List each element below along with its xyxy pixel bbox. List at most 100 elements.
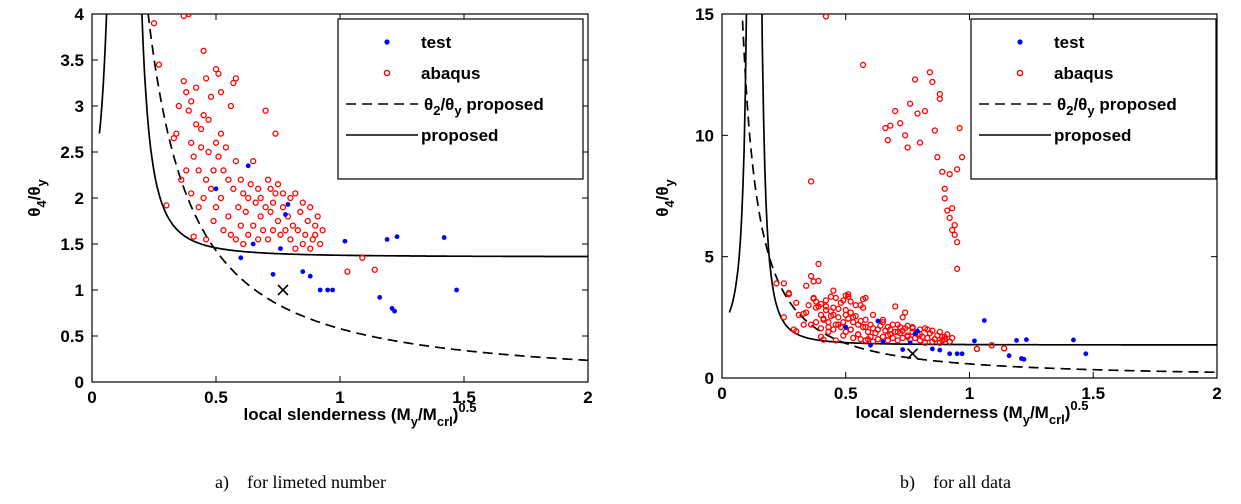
test-point: [1024, 337, 1029, 343]
test-point: [947, 351, 953, 357]
abaqus-point: [170, 135, 177, 142]
abaqus-point: [837, 323, 844, 331]
abaqus-point: [344, 268, 351, 275]
abaqus-point: [847, 298, 854, 305]
abaqus-point: [897, 120, 904, 127]
abaqus-point: [785, 291, 792, 298]
abaqus-point: [287, 194, 294, 202]
abaqus-point: [197, 144, 205, 151]
abaqus-point: [312, 231, 319, 238]
abaqus-point: [892, 303, 899, 310]
abaqus-point: [941, 336, 948, 343]
x-marker: [277, 284, 289, 296]
legend-a: test abaqus θ2/θy proposed proposed: [337, 18, 584, 180]
abaqus-point: [212, 204, 220, 211]
abaqus-point: [163, 202, 170, 209]
abaqus-point: [884, 137, 891, 144]
abaqus-point: [185, 14, 192, 18]
abaqus-point: [887, 122, 894, 129]
abaqus-point: [854, 321, 862, 328]
legend-ratio-label: θ2/θy proposed: [424, 95, 544, 118]
test-point: [330, 287, 335, 293]
abaqus-point: [180, 78, 187, 85]
test-point: [454, 287, 459, 293]
abaqus-point: [852, 312, 859, 320]
abaqus-point: [817, 325, 825, 332]
abaqus-point: [212, 66, 220, 73]
abaqus-point: [190, 153, 197, 160]
abaqus-point: [773, 280, 780, 287]
abaqus-point: [906, 100, 914, 107]
abaqus-point: [803, 282, 810, 289]
legend-proposed-label: proposed: [1054, 126, 1131, 145]
test-point: [377, 294, 383, 300]
x-tick-label: 1: [335, 388, 344, 407]
test-point: [270, 271, 276, 277]
abaqus-point: [371, 266, 378, 273]
abaqus-point: [914, 110, 921, 117]
abaqus-point: [245, 231, 252, 238]
y-tick-label: 0: [75, 373, 84, 392]
x-tick-label: 1.5: [452, 388, 476, 407]
abaqus-point: [924, 334, 931, 342]
y-tick-label: 0: [705, 369, 714, 388]
abaqus-point: [812, 298, 820, 305]
test-point: [929, 346, 935, 352]
abaqus-point: [294, 227, 301, 234]
abaqus-point: [230, 79, 237, 87]
abaqus-point: [359, 254, 366, 261]
abaqus-point: [949, 226, 956, 234]
abaqus-point: [916, 139, 924, 146]
test-point: [283, 212, 288, 217]
abaqus-point: [887, 326, 894, 333]
abaqus-point: [287, 236, 294, 243]
legend-box-b: [970, 18, 1217, 180]
abaqus-point: [793, 328, 800, 335]
abaqus-point: [220, 167, 227, 174]
abaqus-point: [988, 342, 995, 349]
abaqus-point: [953, 265, 961, 272]
abaqus-point: [230, 185, 237, 192]
x-marker-stroke: [277, 284, 289, 296]
abaqus-point: [155, 61, 163, 68]
abaqus-point: [242, 208, 249, 215]
abaqus-point: [892, 107, 899, 115]
test-point: [1021, 356, 1027, 362]
abaqus-point: [272, 190, 279, 197]
abaqus-point: [183, 167, 190, 174]
abaqus-point: [867, 333, 874, 340]
abaqus-point: [889, 334, 896, 342]
abaqus-point: [904, 144, 911, 151]
abaqus-point: [951, 231, 958, 238]
abaqus-point: [929, 327, 936, 334]
test-point: [937, 347, 943, 353]
legend-abaqus-label: abaqus: [1054, 64, 1114, 83]
abaqus-point: [837, 299, 844, 306]
abaqus-point: [222, 144, 230, 151]
abaqus-point: [953, 238, 961, 246]
abaqus-point: [225, 176, 232, 183]
abaqus-point: [894, 337, 901, 344]
abaqus-point: [307, 245, 314, 252]
abaqus-point: [207, 185, 215, 192]
abaqus-point: [949, 204, 956, 212]
y-tick-label: 5: [705, 248, 714, 267]
abaqus-point: [252, 199, 259, 206]
test-point: [213, 186, 219, 192]
x-tick-label: 1.5: [1081, 384, 1105, 403]
test-point: [875, 318, 881, 324]
abaqus-point: [845, 293, 852, 300]
abaqus-point: [197, 125, 205, 133]
abaqus-point: [874, 336, 882, 343]
abaqus-point: [202, 176, 210, 183]
abaqus-point: [780, 314, 788, 321]
x-tick-label: 0.5: [834, 384, 858, 403]
test-point: [307, 273, 313, 279]
abaqus-point: [255, 236, 262, 243]
abaqus-point: [175, 102, 182, 110]
abaqus-point: [232, 158, 239, 165]
abaqus-point: [302, 231, 309, 238]
abaqus-point: [869, 311, 877, 319]
test-point: [394, 234, 400, 240]
